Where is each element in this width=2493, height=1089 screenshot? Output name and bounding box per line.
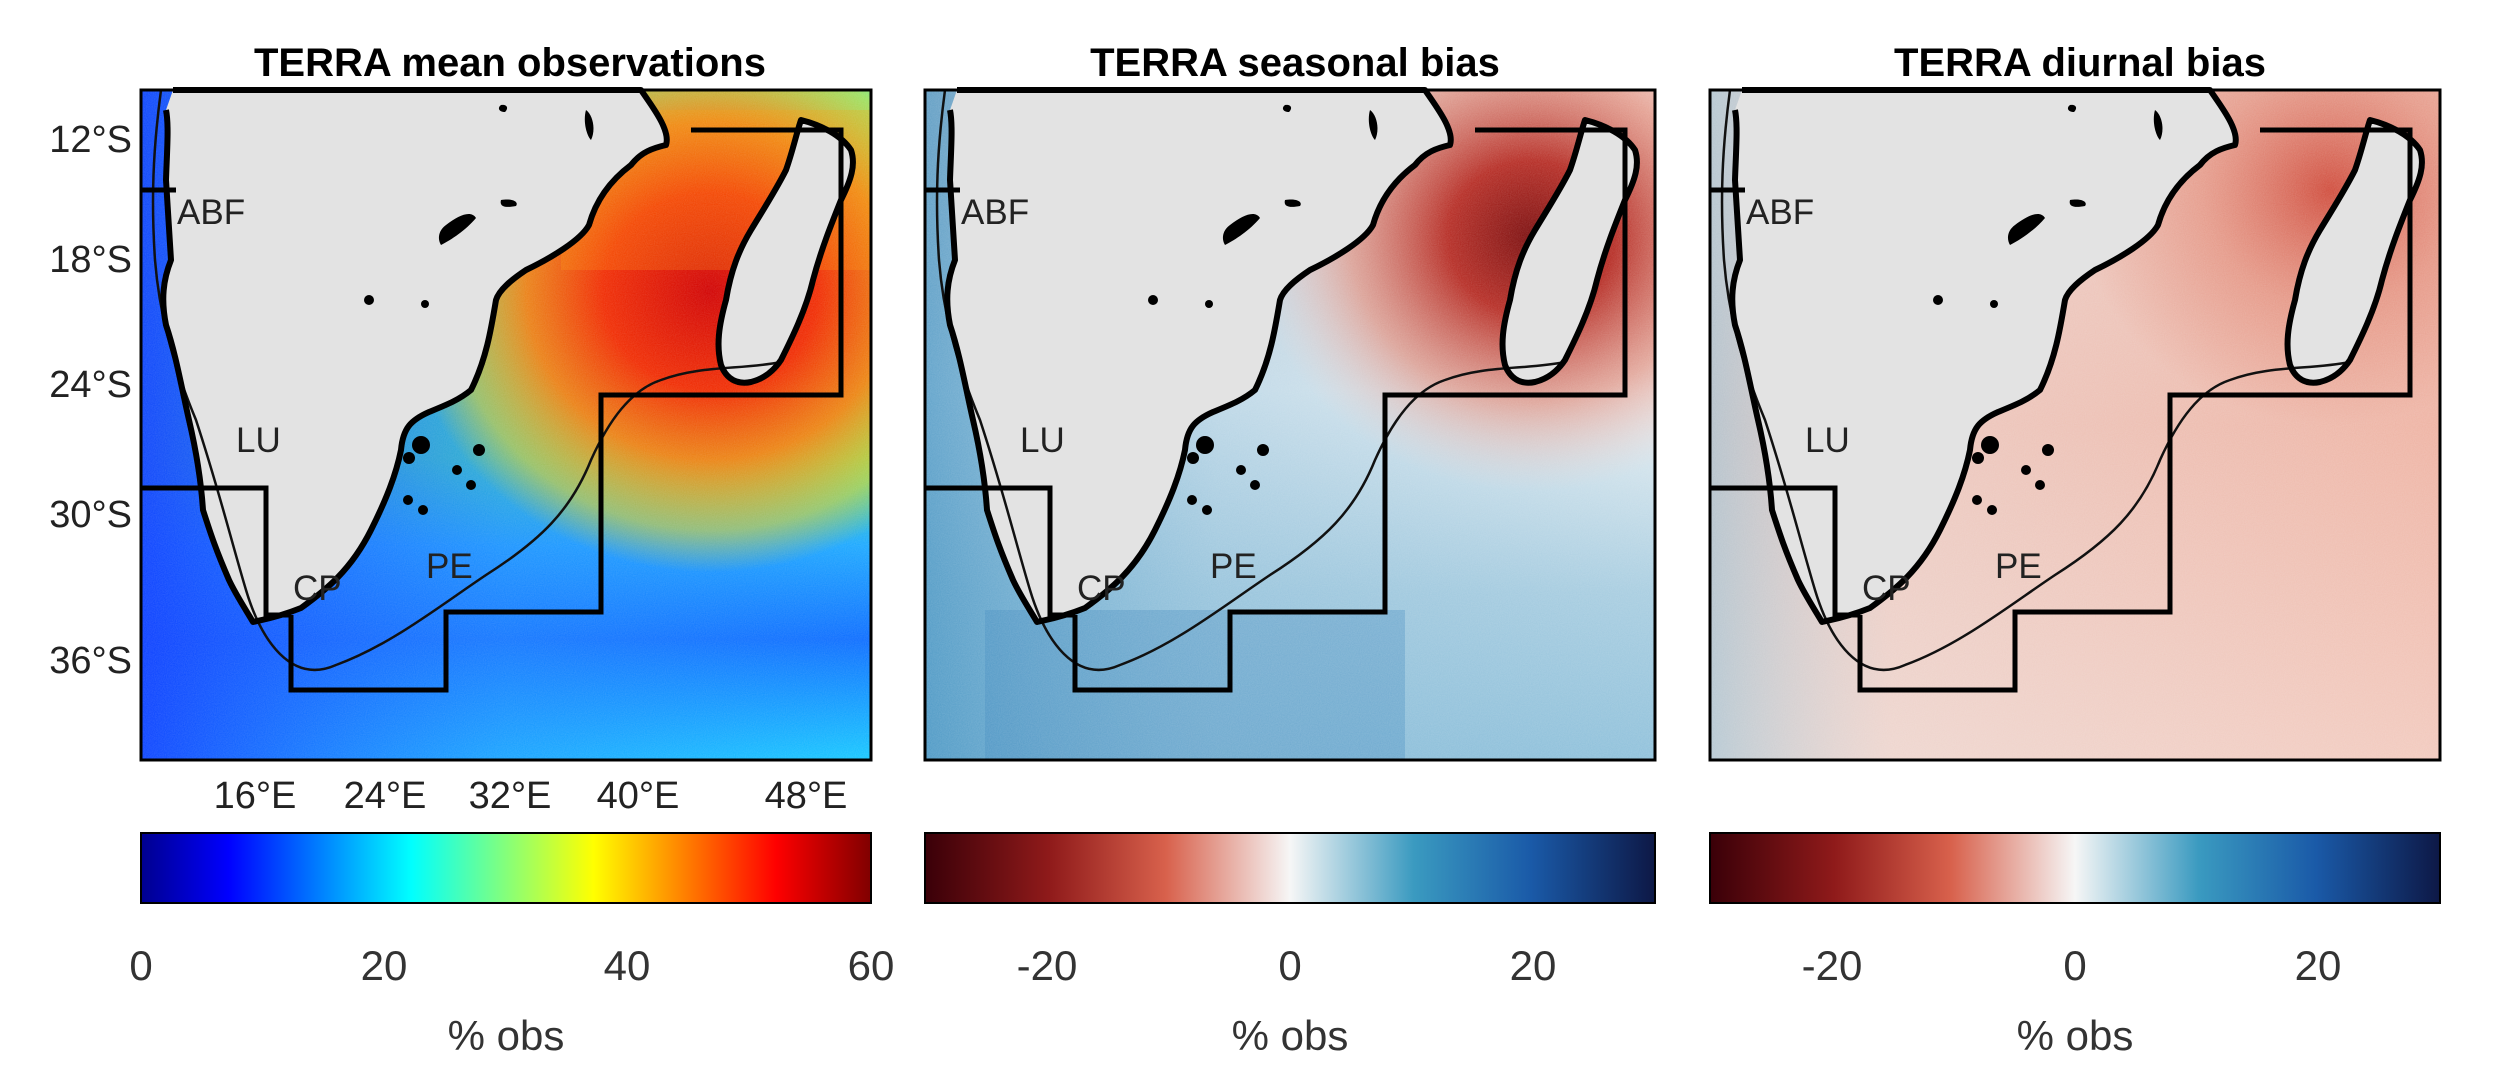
panel-seasonal-bias: TERRA seasonal bias ABF LU CP PE -20 0 2… xyxy=(924,41,1657,1059)
region-label-pe: PE xyxy=(1995,547,2042,586)
colorbar-tick: 20 xyxy=(361,942,408,989)
region-label-cp: CP xyxy=(1077,569,1126,608)
map-diurnal-bias: ABF LU CP PE xyxy=(1710,90,2442,762)
region-label-lu: LU xyxy=(1805,421,1850,460)
region-label-pe: PE xyxy=(426,547,473,586)
lat-tick: 36°S xyxy=(49,640,132,682)
region-label-cp: CP xyxy=(1862,569,1911,608)
region-label-lu: LU xyxy=(236,421,281,460)
lon-tick: 40°E xyxy=(597,775,680,817)
colorbar-tick: 0 xyxy=(1278,942,1301,989)
colorbar-tick: 0 xyxy=(129,942,152,989)
panel-diurnal-bias: TERRA diurnal bias ABF LU CP PE -20 0 20… xyxy=(1709,41,2442,1059)
region-label-abf: ABF xyxy=(1746,193,1814,232)
colorbar-gradient xyxy=(1709,832,2441,904)
colorbar-gradient xyxy=(140,832,872,904)
lon-tick: 48°E xyxy=(765,775,848,817)
panel-title: TERRA mean observations xyxy=(254,41,766,85)
region-label-pe: PE xyxy=(1210,547,1257,586)
map-mean-observations: ABF LU CP PE xyxy=(141,90,873,762)
colorbar-tick: 60 xyxy=(848,942,895,989)
map-seasonal-bias: ABF LU CP PE xyxy=(925,90,1657,762)
colorbar-unit: % obs xyxy=(1232,1012,1349,1059)
lon-tick: 32°E xyxy=(469,775,552,817)
region-label-cp: CP xyxy=(293,569,342,608)
colorbar-tick: 40 xyxy=(604,942,651,989)
lon-axis: 16°E 24°E 32°E 40°E 48°E xyxy=(214,775,848,817)
panel-title: TERRA seasonal bias xyxy=(1090,41,1500,85)
lat-tick: 12°S xyxy=(49,119,132,161)
lat-tick: 30°S xyxy=(49,494,132,536)
colorbar-tick: 20 xyxy=(1510,942,1557,989)
panel-mean-observations: TERRA mean observations ABF LU CP PE 12°… xyxy=(49,41,894,1059)
colorbar-gradient xyxy=(924,832,1656,904)
lon-tick: 16°E xyxy=(214,775,297,817)
lon-tick: 24°E xyxy=(344,775,427,817)
region-label-abf: ABF xyxy=(177,193,245,232)
colorbar-tick: 20 xyxy=(2295,942,2342,989)
panel-title: TERRA diurnal bias xyxy=(1894,41,2266,85)
colorbar-tick: -20 xyxy=(1017,942,1078,989)
region-label-abf: ABF xyxy=(961,193,1029,232)
colorbar-mean: 0 20 40 60 % obs xyxy=(129,832,895,1059)
colorbar-diurnal: -20 0 20 % obs xyxy=(1709,832,2441,1059)
region-label-lu: LU xyxy=(1020,421,1065,460)
lat-axis: 12°S 18°S 24°S 30°S 36°S xyxy=(49,119,132,682)
colorbar-tick: -20 xyxy=(1802,942,1863,989)
colorbar-seasonal: -20 0 20 % obs xyxy=(924,832,1656,1059)
colorbar-tick: 0 xyxy=(2063,942,2086,989)
colorbar-unit: % obs xyxy=(448,1012,565,1059)
lat-tick: 24°S xyxy=(49,364,132,406)
colorbar-unit: % obs xyxy=(2017,1012,2134,1059)
lat-tick: 18°S xyxy=(49,239,132,281)
